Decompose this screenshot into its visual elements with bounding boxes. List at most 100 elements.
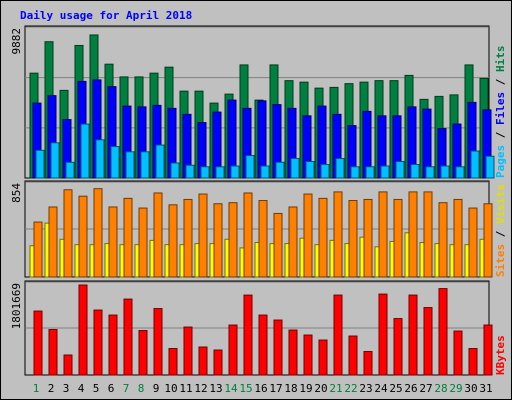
legend-pages: Pages bbox=[494, 145, 507, 178]
panel-2-ymax-label: 854 bbox=[10, 183, 23, 203]
kbytes-bar bbox=[273, 319, 283, 376]
kbytes-bar bbox=[243, 294, 253, 376]
x-tick-label: 22 bbox=[344, 382, 357, 395]
sites-bar bbox=[63, 189, 73, 278]
pages-bar bbox=[365, 166, 375, 179]
x-tick-label: 4 bbox=[78, 382, 85, 395]
pages-bar bbox=[395, 161, 405, 179]
kbytes-bar bbox=[438, 288, 448, 376]
x-tick-label: 10 bbox=[164, 382, 177, 395]
sites-bar bbox=[258, 200, 268, 278]
panel-3-ymax-label: 1801669 bbox=[10, 283, 23, 329]
sites-bar bbox=[198, 193, 208, 278]
kbytes-bar bbox=[228, 324, 238, 376]
x-tick-label: 16 bbox=[254, 382, 267, 395]
x-tick-label: 17 bbox=[269, 382, 282, 395]
x-tick-label: 19 bbox=[299, 382, 312, 395]
pages-bar bbox=[425, 166, 435, 179]
x-tick-label: 28 bbox=[434, 382, 447, 395]
kbytes-bar bbox=[333, 294, 343, 376]
kbytes-bar bbox=[483, 324, 493, 376]
legend-visits: Visits bbox=[494, 184, 507, 224]
kbytes-bar bbox=[108, 314, 118, 376]
x-tick-label: 5 bbox=[93, 382, 100, 395]
x-tick-label: 7 bbox=[123, 382, 130, 395]
panel-2-legend: Sites / Visits bbox=[494, 184, 507, 277]
kbytes-bar bbox=[408, 294, 418, 376]
x-tick-label: 15 bbox=[239, 382, 252, 395]
x-tick-label: 6 bbox=[108, 382, 115, 395]
pages-bar bbox=[65, 161, 75, 179]
x-tick-label: 8 bbox=[138, 382, 145, 395]
pages-bar bbox=[95, 139, 105, 179]
pages-bar bbox=[110, 146, 120, 179]
kbytes-bar bbox=[318, 339, 328, 376]
kbytes-bar bbox=[468, 348, 478, 376]
pages-bar bbox=[350, 166, 360, 179]
sites-bar bbox=[468, 207, 478, 278]
pages-bar bbox=[230, 165, 240, 179]
sites-bar bbox=[108, 206, 118, 278]
kbytes-bar bbox=[303, 334, 313, 376]
kbytes-bar bbox=[123, 298, 133, 376]
sites-bar bbox=[93, 188, 103, 278]
x-tick-label: 26 bbox=[404, 382, 417, 395]
kbytes-bar bbox=[348, 335, 358, 376]
kbytes-bar bbox=[93, 309, 103, 376]
x-tick-label: 11 bbox=[179, 382, 192, 395]
pages-bar bbox=[80, 123, 90, 179]
legend-separator: / bbox=[494, 125, 507, 145]
sites-bar bbox=[273, 212, 283, 278]
legend-files: Files bbox=[494, 92, 507, 125]
sites-bar bbox=[333, 191, 343, 278]
pages-bar bbox=[470, 150, 480, 179]
kbytes-bar bbox=[168, 348, 178, 376]
kbytes-bar bbox=[378, 293, 388, 376]
x-tick-label: 9 bbox=[153, 382, 160, 395]
sites-bar bbox=[78, 195, 88, 278]
kbytes-bar bbox=[288, 329, 298, 376]
pages-bar bbox=[455, 166, 465, 179]
chart-title: Daily usage for April 2018 bbox=[20, 9, 193, 22]
sites-bar bbox=[213, 203, 223, 278]
sites-bar bbox=[423, 191, 433, 278]
kbytes-bar bbox=[63, 354, 73, 376]
pages-bar bbox=[410, 164, 420, 179]
sites-bar bbox=[168, 204, 178, 278]
legend-sites: Sites bbox=[494, 244, 507, 277]
pages-bar bbox=[200, 166, 210, 179]
pages-bar bbox=[140, 151, 150, 179]
legend-separator: / bbox=[494, 72, 507, 92]
x-tick-label: 31 bbox=[479, 382, 492, 395]
panel-1-ymax-label: 9882 bbox=[10, 28, 23, 55]
x-tick-label: 23 bbox=[359, 382, 372, 395]
pages-bar bbox=[485, 155, 495, 179]
pages-bar bbox=[215, 166, 225, 179]
x-tick-label: 18 bbox=[284, 382, 297, 395]
x-tick-label: 20 bbox=[314, 382, 327, 395]
sites-bar bbox=[318, 197, 328, 278]
pages-bar bbox=[440, 165, 450, 179]
legend-separator: / bbox=[494, 224, 507, 244]
sites-bar bbox=[33, 221, 43, 278]
x-tick-label: 13 bbox=[209, 382, 222, 395]
pages-bar bbox=[290, 158, 300, 179]
x-tick-label: 21 bbox=[329, 382, 342, 395]
pages-bar bbox=[335, 158, 345, 179]
pages-bar bbox=[50, 142, 60, 179]
sites-bar bbox=[153, 192, 163, 278]
kbytes-bar bbox=[78, 284, 88, 376]
legend-hits: Hits bbox=[494, 46, 507, 73]
sites-bar bbox=[348, 200, 358, 278]
pages-bar bbox=[380, 165, 390, 179]
x-tick-label: 29 bbox=[449, 382, 462, 395]
kbytes-bar bbox=[363, 351, 373, 376]
kbytes-bar bbox=[393, 318, 403, 376]
kbytes-bar bbox=[183, 326, 193, 376]
sites-bar bbox=[183, 198, 193, 278]
sites-bar bbox=[243, 192, 253, 278]
pages-bar bbox=[275, 161, 285, 179]
kbytes-bar bbox=[198, 346, 208, 376]
pages-bar bbox=[155, 144, 165, 179]
